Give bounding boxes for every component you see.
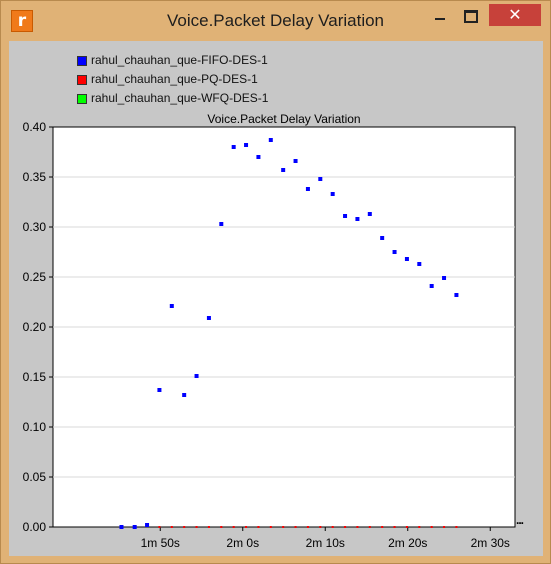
data-point xyxy=(231,145,236,149)
maximize-button[interactable] xyxy=(456,5,486,27)
data-point xyxy=(454,293,459,297)
data-point xyxy=(132,525,137,529)
data-point xyxy=(183,526,186,528)
data-point xyxy=(443,526,446,528)
legend-swatch-wfq xyxy=(77,94,87,104)
data-point xyxy=(404,257,409,261)
data-point xyxy=(393,526,396,528)
data-point xyxy=(244,143,249,147)
x-tick-label: 2m 0s xyxy=(226,536,259,550)
x-tick-label: 1m 50s xyxy=(141,536,180,550)
close-icon: ✕ xyxy=(508,5,522,24)
data-point xyxy=(430,526,433,528)
data-point xyxy=(380,236,385,240)
legend-label-pq: rahul_chauhan_que-PQ-DES-1 xyxy=(91,72,258,86)
legend-label-wfq: rahul_chauhan_que-WFQ-DES-1 xyxy=(91,91,269,105)
data-point xyxy=(305,187,310,191)
y-tick-label: 0.40 xyxy=(23,120,47,134)
data-point xyxy=(207,526,210,528)
data-point xyxy=(455,526,458,528)
data-point xyxy=(417,262,422,266)
data-point xyxy=(282,526,285,528)
maximize-icon xyxy=(464,10,478,23)
data-point xyxy=(344,526,347,528)
y-tick-label: 0.15 xyxy=(23,370,47,384)
data-point xyxy=(418,526,421,528)
data-point xyxy=(157,388,162,392)
data-point xyxy=(293,159,298,163)
data-point xyxy=(220,526,223,528)
data-point xyxy=(170,526,173,528)
x-tick-label: 2m 10s xyxy=(306,536,345,550)
data-point xyxy=(306,526,309,528)
app-icon[interactable]: r xyxy=(11,10,33,32)
window-title: Voice.Packet Delay Variation xyxy=(166,11,385,30)
data-point xyxy=(356,526,359,528)
data-point xyxy=(330,192,335,196)
y-tick-label: 0.30 xyxy=(23,220,47,234)
data-point xyxy=(268,138,273,142)
data-point xyxy=(206,316,211,320)
close-button[interactable]: ✕ xyxy=(489,4,541,26)
minimize-button[interactable] xyxy=(425,5,455,27)
y-tick-label: 0.25 xyxy=(23,270,47,284)
data-point xyxy=(429,284,434,288)
data-point xyxy=(381,526,384,528)
x-tick-label: 2m 30s xyxy=(471,536,510,550)
data-point xyxy=(294,526,297,528)
data-point xyxy=(182,393,187,397)
data-point xyxy=(281,168,286,172)
y-tick-label: 0.05 xyxy=(23,470,47,484)
legend-label-fifo: rahul_chauhan_que-FIFO-DES-1 xyxy=(91,53,268,67)
legend-swatch-fifo xyxy=(77,56,87,66)
data-point xyxy=(318,177,323,181)
data-point xyxy=(355,217,360,221)
data-point xyxy=(256,155,261,159)
data-point xyxy=(367,212,372,216)
data-point xyxy=(232,526,235,528)
y-tick-label: 0.10 xyxy=(23,420,47,434)
data-point xyxy=(195,526,198,528)
data-point xyxy=(319,526,322,528)
data-point xyxy=(194,374,199,378)
y-tick-label: 0.35 xyxy=(23,170,47,184)
y-tick-label: 0.00 xyxy=(23,520,47,534)
data-point xyxy=(219,222,224,226)
data-point xyxy=(442,276,447,280)
legend-swatch-pq xyxy=(77,75,87,85)
data-point xyxy=(269,526,272,528)
title-bar[interactable]: r Voice.Packet Delay Variation ✕ xyxy=(1,1,550,41)
data-point xyxy=(257,526,260,528)
data-point xyxy=(343,214,348,218)
data-point xyxy=(368,526,371,528)
more-indicator[interactable]: ... xyxy=(516,513,524,527)
data-point xyxy=(245,526,248,528)
y-tick-label: 0.20 xyxy=(23,320,47,334)
data-point xyxy=(392,250,397,254)
chart-title: Voice.Packet Delay Variation xyxy=(207,112,360,126)
data-point xyxy=(145,523,150,527)
data-point xyxy=(169,304,174,308)
data-point xyxy=(405,526,408,528)
chart-area: rahul_chauhan_que-FIFO-DES-1 rahul_chauh… xyxy=(9,41,543,556)
minimize-icon xyxy=(435,17,445,20)
data-point xyxy=(331,526,334,528)
x-tick-label: 2m 20s xyxy=(388,536,427,550)
data-point xyxy=(158,526,161,528)
scatter-plot: Voice.Packet Delay Variation 0.00 0.05 0.10… xyxy=(23,112,516,550)
data-point xyxy=(119,525,124,529)
